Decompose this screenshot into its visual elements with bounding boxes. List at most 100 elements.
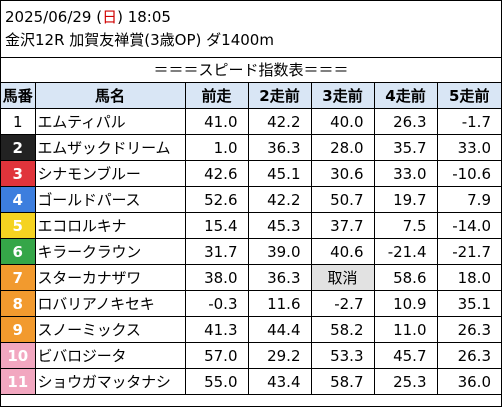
speed-index-cell: 26.3 bbox=[436, 342, 501, 369]
speed-index-cell: 42.2 bbox=[247, 186, 312, 213]
speed-index-cell: 10.9 bbox=[373, 290, 438, 317]
horse-number-cell: 10 bbox=[1, 342, 36, 369]
header-2-races-ago: 2走前 bbox=[247, 82, 312, 109]
horse-number-cell: 3 bbox=[1, 160, 36, 187]
horse-name-cell: シナモンブルー bbox=[34, 160, 186, 187]
speed-index-cell: 29.2 bbox=[247, 342, 312, 369]
speed-index-cell: 43.4 bbox=[247, 368, 312, 395]
speed-index-cell: 35.1 bbox=[436, 290, 501, 317]
horse-name-cell: キラークラウン bbox=[34, 238, 186, 265]
speed-index-cell: 41.3 bbox=[184, 316, 249, 343]
speed-index-cell: 45.1 bbox=[247, 160, 312, 187]
speed-index-cell: 25.3 bbox=[373, 368, 438, 395]
speed-index-cell: 53.3 bbox=[310, 342, 375, 369]
speed-index-cell: 18.0 bbox=[436, 264, 501, 291]
speed-index-cell: 44.4 bbox=[247, 316, 312, 343]
table-row: 5 エコロルキナ 15.4 45.3 37.7 7.5 -14.0 bbox=[1, 212, 501, 239]
table-row: 4 ゴールドパース 52.6 42.2 50.7 19.7 7.9 bbox=[1, 186, 501, 213]
table-row: 10 ビバロジータ 57.0 29.2 53.3 45.7 26.3 bbox=[1, 342, 501, 369]
table-row: 1 エムティパル 41.0 42.2 40.0 26.3 -1.7 bbox=[1, 108, 501, 135]
horse-number-cell: 5 bbox=[1, 212, 36, 239]
horse-name-cell: ショウガマッタナシ bbox=[34, 368, 186, 395]
speed-index-cell: 36.3 bbox=[247, 134, 312, 161]
speed-index-cell: 42.2 bbox=[247, 108, 312, 135]
table-row: 6 キラークラウン 31.7 39.0 40.6 -21.4 -21.7 bbox=[1, 238, 501, 265]
speed-index-cell: 19.7 bbox=[373, 186, 438, 213]
horse-number-cell: 1 bbox=[1, 108, 36, 135]
speed-index-cell: 33.0 bbox=[436, 134, 501, 161]
speed-index-cell: 45.3 bbox=[247, 212, 312, 239]
header-4-races-ago: 4走前 bbox=[373, 82, 438, 109]
date-suffix: ) 18:05 bbox=[117, 8, 171, 26]
horse-number-cell: 8 bbox=[1, 290, 36, 317]
speed-index-cell: 36.0 bbox=[436, 368, 501, 395]
header-5-races-ago: 5走前 bbox=[436, 82, 501, 109]
speed-index-cell: 26.3 bbox=[436, 316, 501, 343]
horse-name-cell: ゴールドパース bbox=[34, 186, 186, 213]
horse-name-cell: エムティパル bbox=[34, 108, 186, 135]
speed-index-cell: 31.7 bbox=[184, 238, 249, 265]
speed-index-cell: 45.7 bbox=[373, 342, 438, 369]
race-datetime: 2025/06/29 (日) 18:05 bbox=[5, 8, 171, 26]
header-3-races-ago: 3走前 bbox=[310, 82, 375, 109]
table-row: 9 スノーミックス 41.3 44.4 58.2 11.0 26.3 bbox=[1, 316, 501, 343]
horse-number-cell: 6 bbox=[1, 238, 36, 265]
horse-name-cell: エムザックドリーム bbox=[34, 134, 186, 161]
speed-index-cell: 37.7 bbox=[310, 212, 375, 239]
speed-index-cell: 58.2 bbox=[310, 316, 375, 343]
speed-index-cell: 57.0 bbox=[184, 342, 249, 369]
speed-index-cell: 55.0 bbox=[184, 368, 249, 395]
horse-number-cell: 4 bbox=[1, 186, 36, 213]
horse-name-cell: スノーミックス bbox=[34, 316, 186, 343]
horse-number-cell: 9 bbox=[1, 316, 36, 343]
table-row: 11 ショウガマッタナシ 55.0 43.4 58.7 25.3 36.0 bbox=[1, 368, 501, 395]
horse-number-cell: 2 bbox=[1, 134, 36, 161]
speed-index-cell: 50.7 bbox=[310, 186, 375, 213]
speed-index-cell: 7.5 bbox=[373, 212, 438, 239]
race-title: 金沢12R 加賀友禅賞(3歳OP) ダ1400m bbox=[5, 31, 274, 49]
speed-index-cell: -21.4 bbox=[373, 238, 438, 265]
speed-index-table: 馬番 馬名 前走 2走前 3走前 4走前 5走前 1 エムティパル 41.0 42.2… bbox=[1, 82, 501, 395]
speed-index-cell: 58.6 bbox=[373, 264, 438, 291]
speed-index-cell: 11.0 bbox=[373, 316, 438, 343]
speed-index-cell: 33.0 bbox=[373, 160, 438, 187]
weekday-label: 日 bbox=[102, 8, 118, 26]
table-row: 3 シナモンブルー 42.6 45.1 30.6 33.0 -10.6 bbox=[1, 160, 501, 187]
speed-index-banner: ＝＝＝スピード指数表＝＝＝ bbox=[1, 57, 501, 82]
header-horse-name: 馬名 bbox=[34, 82, 186, 109]
horse-name-cell: ロバリアノキセキ bbox=[34, 290, 186, 317]
speed-index-cell: -14.0 bbox=[436, 212, 501, 239]
speed-index-cell: 39.0 bbox=[247, 238, 312, 265]
table-row: 7 スターカナザワ 38.0 36.3 取消 58.6 18.0 bbox=[1, 264, 501, 291]
speed-index-cell: 40.0 bbox=[310, 108, 375, 135]
speed-index-cell: 15.4 bbox=[184, 212, 249, 239]
horse-name-cell: エコロルキナ bbox=[34, 212, 186, 239]
speed-index-cell: 35.7 bbox=[373, 134, 438, 161]
speed-index-cell: -2.7 bbox=[310, 290, 375, 317]
speed-index-cell: -0.3 bbox=[184, 290, 249, 317]
table-header-row: 馬番 馬名 前走 2走前 3走前 4走前 5走前 bbox=[1, 82, 501, 109]
speed-index-cell: 1.0 bbox=[184, 134, 249, 161]
date-prefix: 2025/06/29 ( bbox=[5, 8, 103, 26]
horse-name-cell: ビバロジータ bbox=[34, 342, 186, 369]
speed-index-cell: 7.9 bbox=[436, 186, 501, 213]
speed-index-cell: 36.3 bbox=[247, 264, 312, 291]
speed-index-cell: 42.6 bbox=[184, 160, 249, 187]
speed-index-cell: 26.3 bbox=[373, 108, 438, 135]
speed-index-cell: -10.6 bbox=[436, 160, 501, 187]
horse-name-cell: スターカナザワ bbox=[34, 264, 186, 291]
table-row: 8 ロバリアノキセキ -0.3 11.6 -2.7 10.9 35.1 bbox=[1, 290, 501, 317]
speed-index-cell: 11.6 bbox=[247, 290, 312, 317]
speed-index-cell: 取消 bbox=[310, 264, 375, 291]
speed-index-cell: 41.0 bbox=[184, 108, 249, 135]
speed-index-cell: 38.0 bbox=[184, 264, 249, 291]
table-row: 2 エムザックドリーム 1.0 36.3 28.0 35.7 33.0 bbox=[1, 134, 501, 161]
speed-index-cell: -21.7 bbox=[436, 238, 501, 265]
horse-number-cell: 11 bbox=[1, 368, 36, 395]
header-horse-number: 馬番 bbox=[1, 82, 36, 109]
speed-index-cell: 30.6 bbox=[310, 160, 375, 187]
header-last-race: 前走 bbox=[184, 82, 249, 109]
speed-index-cell: 28.0 bbox=[310, 134, 375, 161]
speed-index-cell: -1.7 bbox=[436, 108, 501, 135]
